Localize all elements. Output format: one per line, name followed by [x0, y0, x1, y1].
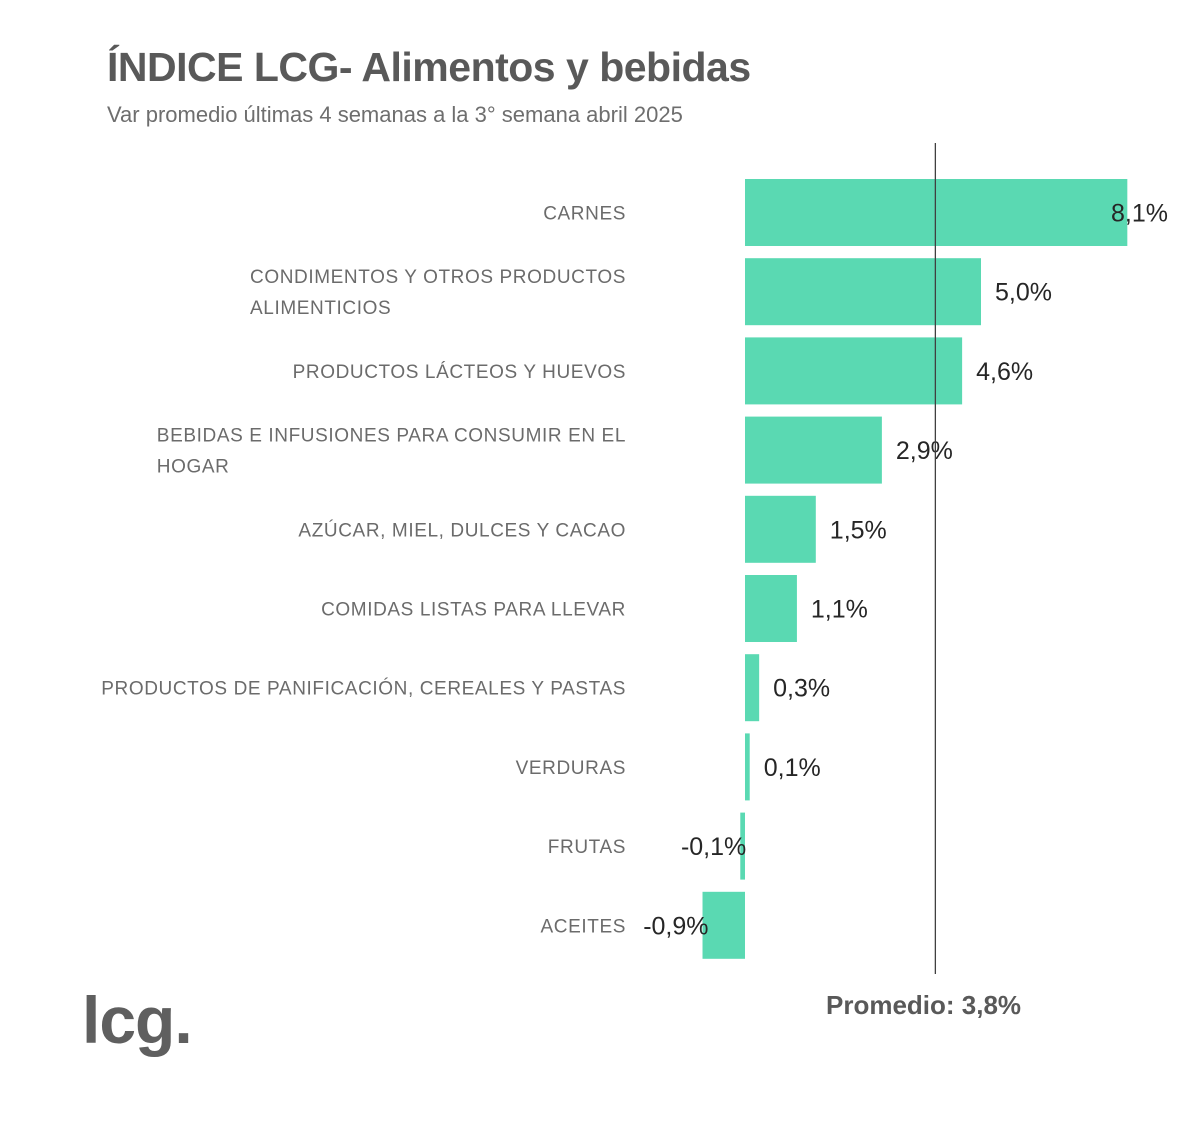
category-label: CONDIMENTOS Y OTROS PRODUCTOS ALIMENTICIO…	[250, 267, 626, 319]
bar	[745, 733, 750, 801]
category-label: PRODUCTOS LÁCTEOS Y HUEVOS	[293, 362, 626, 383]
bar	[740, 812, 745, 880]
bar	[745, 337, 963, 405]
value-label: 4,6%	[976, 358, 1033, 386]
bar	[745, 416, 882, 484]
category-label: VERDURAS	[516, 758, 626, 779]
value-label: 8,1%	[1111, 200, 1168, 228]
bar	[745, 654, 760, 722]
value-label: 0,3%	[773, 675, 830, 703]
category-label: COMIDAS LISTAS PARA LLEVAR	[321, 600, 626, 621]
category-label: ACEITES	[541, 916, 627, 937]
value-label: -0,1%	[681, 833, 746, 861]
bar	[745, 179, 1128, 246]
value-label: 2,9%	[896, 437, 953, 465]
bar	[745, 495, 816, 563]
bar	[702, 891, 745, 959]
value-label: 0,1%	[764, 754, 821, 782]
average-label: Promedio: 3,8%	[826, 990, 1022, 1020]
value-label: 1,1%	[811, 596, 868, 624]
category-label: BEBIDAS E INFUSIONES PARA CONSUMIR EN EL…	[157, 426, 626, 478]
category-label: CARNES	[543, 204, 626, 225]
category-label: PRODUCTOS DE PANIFICACIÓN, CEREALES Y PA…	[101, 678, 626, 700]
value-label: 1,5%	[830, 516, 887, 544]
chart-title: ÍNDICE LCG- Alimentos y bebidas	[107, 44, 751, 90]
category-label: FRUTAS	[548, 837, 626, 858]
bar	[745, 258, 981, 326]
category-label: AZÚCAR, MIEL, DULCES Y CACAO	[298, 519, 626, 541]
value-label: 5,0%	[995, 279, 1052, 307]
brand-logo: lcg.	[82, 983, 193, 1057]
value-label: -0,9%	[643, 912, 708, 940]
chart-subtitle: Var promedio últimas 4 semanas a la 3° s…	[107, 102, 683, 127]
bar	[745, 575, 797, 642]
